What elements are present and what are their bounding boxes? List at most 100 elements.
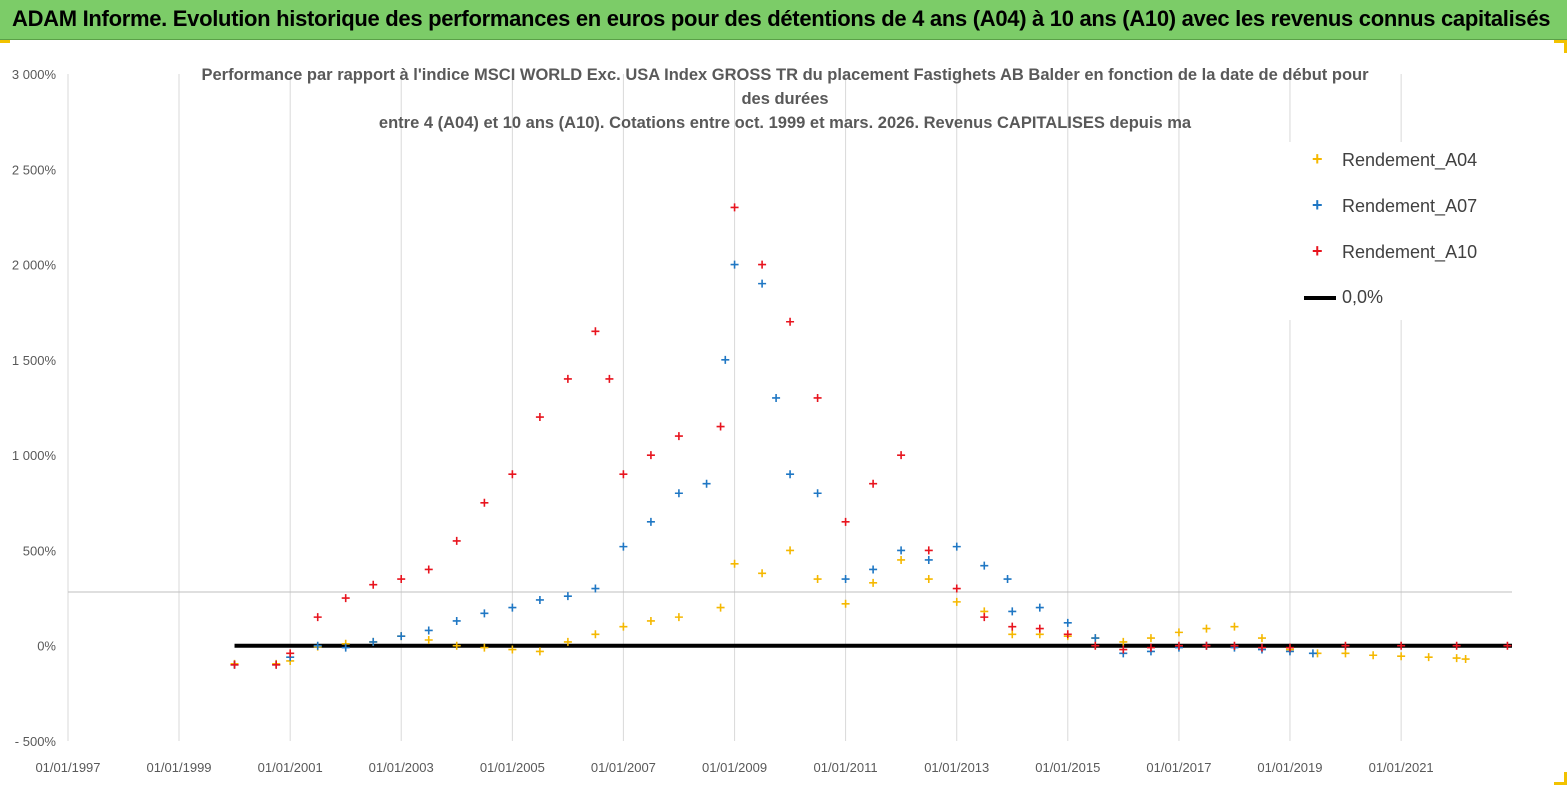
data-point: [563, 592, 572, 601]
data-point: [1063, 618, 1072, 627]
chart-title: Performance par rapport à l'indice MSCI …: [160, 63, 1410, 135]
data-point: [980, 613, 989, 622]
data-point: [1119, 637, 1128, 646]
data-point: [1257, 643, 1266, 652]
x-tick-label: 01/01/2015: [1035, 760, 1100, 775]
data-point: [508, 645, 517, 654]
data-point: [813, 393, 822, 402]
data-point: [1230, 622, 1239, 631]
series-Rendement_A07: [230, 260, 1317, 669]
legend-label-zero: 0,0%: [1342, 287, 1384, 307]
data-point: [772, 393, 781, 402]
data-point: [1230, 641, 1239, 650]
x-tick-label: 01/01/1999: [146, 760, 211, 775]
data-point: [1003, 575, 1012, 584]
header-banner: ADAM Informe. Evolution historique des p…: [0, 0, 1567, 40]
data-point: [619, 470, 628, 479]
data-point: [508, 603, 517, 612]
data-point: [758, 569, 767, 578]
data-point: [424, 635, 433, 644]
x-tick-label: 01/01/2003: [369, 760, 434, 775]
data-point: [1063, 630, 1072, 639]
data-point: [730, 260, 739, 269]
data-point: [702, 479, 711, 488]
data-point: [1202, 641, 1211, 650]
x-tick-label: 01/01/2007: [591, 760, 656, 775]
data-point: [924, 546, 933, 555]
x-tick-label: 01/01/2011: [814, 760, 878, 775]
data-point: [452, 616, 461, 625]
data-point: [619, 622, 628, 631]
y-tick-label: 500%: [23, 543, 57, 558]
data-point: [272, 660, 281, 669]
data-point: [605, 374, 614, 383]
x-tick-label: 01/01/2005: [480, 760, 545, 775]
data-point: [897, 555, 906, 564]
series-Rendement_A04: [230, 546, 1470, 668]
chart-title-line-1: Performance par rapport à l'indice MSCI …: [201, 66, 1369, 84]
data-point: [1091, 641, 1100, 650]
data-point: [1308, 649, 1317, 658]
y-tick-label: 0%: [37, 639, 56, 654]
y-tick-label: 2 500%: [12, 162, 57, 177]
data-point: [535, 413, 544, 422]
data-point: [721, 355, 730, 364]
data-point: [813, 489, 822, 498]
corner-mark-bottom-right: [1554, 772, 1567, 785]
data-point: [1008, 607, 1017, 616]
data-point: [1369, 651, 1378, 660]
data-point: [786, 317, 795, 326]
data-point: [424, 626, 433, 635]
data-point: [1452, 641, 1461, 650]
data-point: [591, 584, 600, 593]
data-point: [563, 374, 572, 383]
data-point: [1397, 641, 1406, 650]
y-tick-label: 3 000%: [12, 67, 57, 82]
data-point: [535, 595, 544, 604]
chart-title-line-2: des durées: [741, 90, 829, 108]
data-point: [341, 594, 350, 603]
data-point: [841, 517, 850, 526]
data-point: [480, 498, 489, 507]
data-point: [1146, 643, 1155, 652]
data-point: [535, 647, 544, 656]
x-tick-label: 01/01/2021: [1369, 760, 1434, 775]
data-point: [1341, 641, 1350, 650]
data-point: [480, 609, 489, 618]
data-point: [1461, 655, 1470, 664]
data-point: [1424, 653, 1433, 662]
x-tick-label: 01/01/2017: [1146, 760, 1211, 775]
data-point: [508, 470, 517, 479]
legend-item-zero: 0,0%: [1282, 285, 1508, 309]
data-point: [841, 599, 850, 608]
data-point: [1341, 649, 1350, 658]
data-point: [591, 630, 600, 639]
data-point: [869, 578, 878, 587]
legend-item-a07: + Rendement_A07: [1282, 194, 1508, 218]
plus-marker-icon: +: [1312, 195, 1323, 215]
data-point: [716, 603, 725, 612]
data-point: [313, 641, 322, 650]
x-tick-label: 01/01/2013: [924, 760, 989, 775]
corner-mark-top-right: [1554, 40, 1567, 53]
legend-label-a04: Rendement_A04: [1342, 150, 1478, 170]
data-point: [286, 649, 295, 658]
x-tick-label: 01/01/2009: [702, 760, 767, 775]
data-point: [313, 613, 322, 622]
data-point: [646, 616, 655, 625]
data-point: [924, 575, 933, 584]
data-point: [1174, 628, 1183, 637]
data-point: [424, 565, 433, 574]
data-point: [1146, 634, 1155, 643]
data-point: [1285, 643, 1294, 652]
data-point: [369, 637, 378, 646]
data-point: [1257, 634, 1266, 643]
data-point: [952, 597, 961, 606]
chart-legend: + Rendement_A04 + Rendement_A07 + Rendem…: [1282, 142, 1508, 320]
data-point: [1174, 641, 1183, 650]
y-tick-label: 2 000%: [12, 258, 57, 273]
data-point: [897, 546, 906, 555]
data-point: [1119, 645, 1128, 654]
data-point: [730, 203, 739, 212]
data-point: [758, 260, 767, 269]
